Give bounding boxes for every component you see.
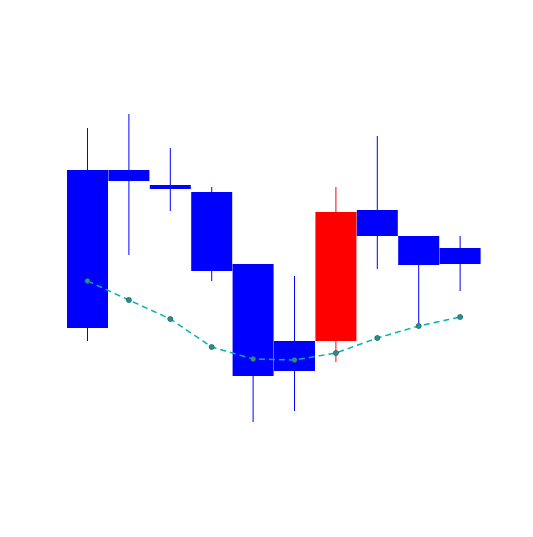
candle-body <box>274 341 315 371</box>
moving-average-line <box>87 280 461 361</box>
candle-body <box>315 212 357 341</box>
moving-average-point <box>291 357 298 363</box>
moving-average-point <box>167 316 174 322</box>
candle-body <box>108 170 150 181</box>
moving-average-point <box>457 314 463 320</box>
moving-average-point <box>125 297 132 303</box>
moving-average-point <box>332 350 339 356</box>
candle-body <box>356 210 398 236</box>
moving-average-point <box>374 335 381 341</box>
moving-average-point <box>415 323 422 329</box>
moving-average-point <box>250 356 256 362</box>
moving-average-point <box>208 344 215 350</box>
candles-layer <box>67 114 481 422</box>
moving-average-point <box>84 278 91 284</box>
candle-body <box>191 192 233 271</box>
candle-body <box>67 170 108 328</box>
candle-body <box>398 236 440 265</box>
moving-average-layer <box>84 278 463 363</box>
candle-body <box>149 185 191 189</box>
candle-body <box>439 248 481 264</box>
